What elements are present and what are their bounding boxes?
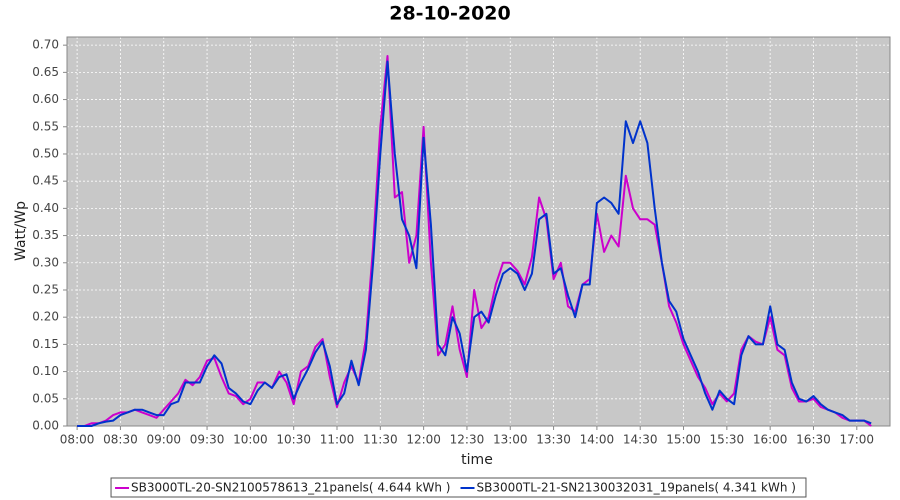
x-tick-label: 09:00 (146, 433, 181, 447)
x-tick-label: 10:00 (233, 433, 268, 447)
x-tick-label: 09:30 (190, 433, 225, 447)
legend-label: SB3000TL-20-SN2100578613_21panels( 4.644… (131, 481, 450, 495)
y-tick-label: 0.15 (32, 337, 59, 351)
x-tick-label: 14:00 (580, 433, 615, 447)
y-tick-label: 0.55 (32, 119, 59, 133)
legend-box (110, 477, 807, 498)
y-tick-label: 0.65 (32, 65, 59, 79)
x-tick-label: 12:30 (450, 433, 485, 447)
y-axis-label: Watt/Wp (13, 201, 29, 261)
y-tick-label: 0.25 (32, 282, 59, 296)
x-tick-label: 11:30 (363, 433, 398, 447)
x-tick-label: 08:30 (103, 433, 138, 447)
y-tick-label: 0.30 (32, 255, 59, 269)
legend-label: SB3000TL-21-SN2130032031_19panels( 4.341… (477, 481, 796, 495)
series-line (77, 60, 872, 427)
x-tick-label: 13:30 (536, 433, 571, 447)
x-tick-label: 16:30 (796, 433, 831, 447)
y-tick-label: 0.70 (32, 38, 59, 52)
y-tick-label: 0.00 (32, 419, 59, 433)
x-tick-label: 08:00 (60, 433, 95, 447)
y-tick-label: 0.50 (32, 146, 59, 160)
y-tick-label: 0.45 (32, 174, 59, 188)
x-axis-label: time (461, 452, 493, 468)
series-line (77, 55, 872, 427)
x-tick-label: 15:30 (710, 433, 745, 447)
x-tick-label: 13:00 (493, 433, 528, 447)
x-tick-label: 11:00 (320, 433, 355, 447)
x-tick-label: 16:00 (753, 433, 788, 447)
x-tick-label: 15:00 (666, 433, 701, 447)
y-tick-label: 0.35 (32, 228, 59, 242)
plot-border (66, 36, 891, 427)
y-tick-label: 0.05 (32, 391, 59, 405)
y-tick-label: 0.40 (32, 201, 59, 215)
y-tick-label: 0.60 (32, 92, 59, 106)
y-tick-label: 0.10 (32, 364, 59, 378)
x-tick-label: 10:30 (276, 433, 311, 447)
x-tick-label: 17:00 (839, 433, 874, 447)
y-tick-label: 0.20 (32, 310, 59, 324)
plot-area (67, 37, 890, 426)
legend: SB3000TL-20-SN2100578613_21panels( 4.644… (110, 477, 807, 498)
x-tick-label: 12:00 (406, 433, 441, 447)
x-tick-label: 14:30 (623, 433, 658, 447)
chart-title: 28-10-2020 (389, 3, 511, 25)
